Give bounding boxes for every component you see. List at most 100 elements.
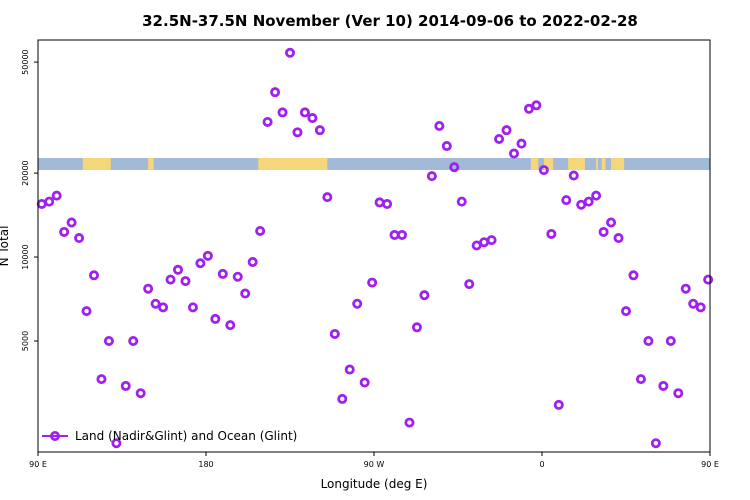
data-point	[284, 47, 295, 58]
land-segment	[568, 158, 585, 170]
data-point	[150, 298, 161, 309]
plot-frame	[37, 39, 711, 453]
x-tick-label: 0	[539, 460, 544, 469]
data-point	[613, 233, 624, 244]
data-point	[673, 388, 684, 399]
data-point	[352, 298, 363, 309]
y-tick-label: 10000	[21, 244, 30, 269]
data-point	[111, 438, 122, 449]
data-point	[232, 271, 243, 282]
land-segment	[543, 158, 554, 170]
data-point	[628, 270, 639, 281]
data-point	[128, 336, 139, 347]
data-point	[374, 197, 385, 208]
land-segment	[258, 158, 328, 170]
data-point	[606, 217, 617, 228]
data-point	[516, 138, 527, 149]
data-point	[449, 162, 460, 173]
land-segment	[148, 158, 154, 170]
data-point	[270, 87, 281, 98]
y-tick-label: 5000	[21, 331, 30, 351]
legend-marker-icon	[50, 430, 61, 441]
data-point	[217, 268, 228, 279]
data-point	[292, 127, 303, 138]
land-ocean-strip	[38, 158, 710, 170]
x-tick-label: 90 W	[364, 460, 385, 469]
data-point	[81, 306, 92, 317]
data-point	[210, 313, 221, 324]
land-segment	[601, 158, 606, 170]
data-point	[441, 141, 452, 152]
data-point	[688, 298, 699, 309]
axes: 90 E 180 90 W 0 90 E 5000 10000 20000 50000	[21, 49, 719, 469]
data-point	[255, 225, 266, 236]
x-axis-title: Longitude (deg E)	[321, 477, 428, 491]
data-point	[202, 250, 213, 261]
data-point	[329, 328, 340, 339]
data-point	[523, 103, 534, 114]
data-point	[426, 171, 437, 182]
data-point	[143, 283, 154, 294]
data-point	[419, 290, 430, 301]
data-point	[322, 192, 333, 203]
data-point	[598, 226, 609, 237]
data-point	[165, 274, 176, 285]
data-point	[583, 196, 594, 207]
data-point	[344, 364, 355, 375]
data-point	[658, 380, 669, 391]
data-point	[456, 196, 467, 207]
data-point	[553, 399, 564, 410]
data-point	[187, 302, 198, 313]
data-point	[434, 120, 445, 131]
data-point	[89, 270, 100, 281]
land-segment	[611, 158, 625, 170]
data-point	[703, 274, 714, 285]
data-point	[486, 235, 497, 246]
data-point	[262, 116, 273, 127]
data-points	[36, 47, 714, 449]
data-point	[396, 229, 407, 240]
data-point	[337, 393, 348, 404]
data-point	[494, 133, 505, 144]
data-point	[650, 438, 661, 449]
data-point	[120, 380, 131, 391]
data-point	[635, 374, 646, 385]
data-point	[404, 417, 415, 428]
data-point	[135, 388, 146, 399]
data-point	[568, 170, 579, 181]
data-point	[695, 302, 706, 313]
y-tick-label: 50000	[21, 49, 30, 74]
data-point	[501, 125, 512, 136]
data-point	[367, 277, 378, 288]
x-tick-label: 90 E	[29, 460, 47, 469]
land-segment	[596, 158, 598, 170]
data-point	[180, 276, 191, 287]
land-segment	[530, 158, 539, 170]
data-point	[307, 113, 318, 124]
data-point	[382, 198, 393, 209]
legend: Land (Nadir&Glint) and Ocean (Glint)	[42, 429, 297, 443]
data-point	[561, 195, 572, 206]
data-point	[51, 190, 62, 201]
data-point	[531, 100, 542, 111]
data-point	[74, 233, 85, 244]
y-axis-title: N Total	[0, 226, 11, 267]
data-point	[471, 240, 482, 251]
data-point	[464, 279, 475, 290]
data-point	[299, 107, 310, 118]
data-point	[665, 336, 676, 347]
data-point	[195, 258, 206, 269]
chart-title: 32.5N-37.5N November (Ver 10) 2014-09-06…	[142, 12, 638, 30]
data-point	[225, 320, 236, 331]
x-tick-label: 90 E	[701, 460, 719, 469]
data-point	[240, 288, 251, 299]
data-point	[411, 322, 422, 333]
data-point	[621, 306, 632, 317]
data-point	[643, 336, 654, 347]
land-segment	[82, 158, 111, 170]
data-point	[508, 148, 519, 159]
data-point	[66, 217, 77, 228]
ocean-band	[38, 158, 710, 170]
data-point	[247, 256, 258, 267]
y-tick-label: 20000	[21, 160, 30, 185]
